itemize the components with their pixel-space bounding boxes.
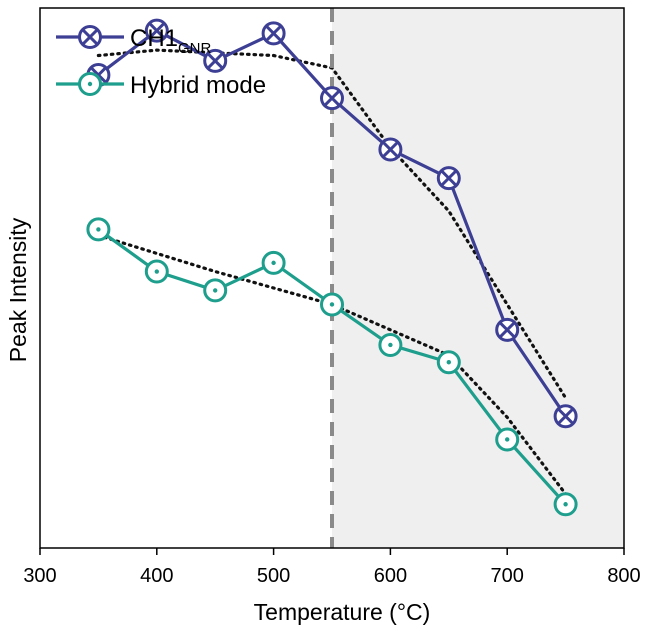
data-point	[144, 18, 169, 43]
data-point	[553, 492, 578, 517]
data-point	[553, 404, 578, 429]
data-point	[436, 350, 461, 375]
data-point	[378, 332, 403, 357]
plot-frame	[39, 7, 625, 549]
data-point	[203, 278, 228, 303]
x-tick-label: 700	[491, 565, 524, 587]
data-point	[261, 250, 286, 275]
x-axis: 300 400 500 600 700 800	[23, 548, 641, 587]
data-point	[261, 21, 286, 46]
x-tick-label: 800	[607, 565, 640, 587]
data-point	[320, 292, 344, 317]
data-point	[378, 137, 403, 162]
series-layer	[86, 18, 578, 517]
legend: CH1GNR Hybrid mode	[56, 25, 266, 99]
x-tick-label: 600	[374, 565, 407, 587]
data-point	[495, 317, 520, 342]
legend-marker	[78, 25, 102, 49]
legend-label: CH1GNR	[130, 25, 212, 57]
legend-item: Hybrid mode	[56, 72, 266, 99]
x-axis-label: Temperature (°C)	[254, 599, 431, 625]
data-point	[203, 48, 228, 73]
y-axis-label: Peak Intensity	[5, 217, 31, 362]
data-point	[320, 86, 344, 111]
data-point	[86, 217, 111, 242]
x-tick-label: 300	[23, 565, 56, 587]
data-point	[495, 427, 520, 452]
legend-item: CH1GNR	[56, 25, 212, 57]
trend-lines	[96, 48, 568, 496]
shaded-region	[332, 8, 624, 548]
x-tick-label: 500	[257, 565, 290, 587]
trend-line	[96, 48, 568, 400]
data-point	[144, 259, 169, 284]
trend-line	[96, 233, 568, 496]
x-tick-label: 400	[140, 565, 173, 587]
data-point	[436, 166, 461, 191]
legend-label: Hybrid mode	[130, 72, 266, 99]
legend-marker	[78, 72, 102, 96]
